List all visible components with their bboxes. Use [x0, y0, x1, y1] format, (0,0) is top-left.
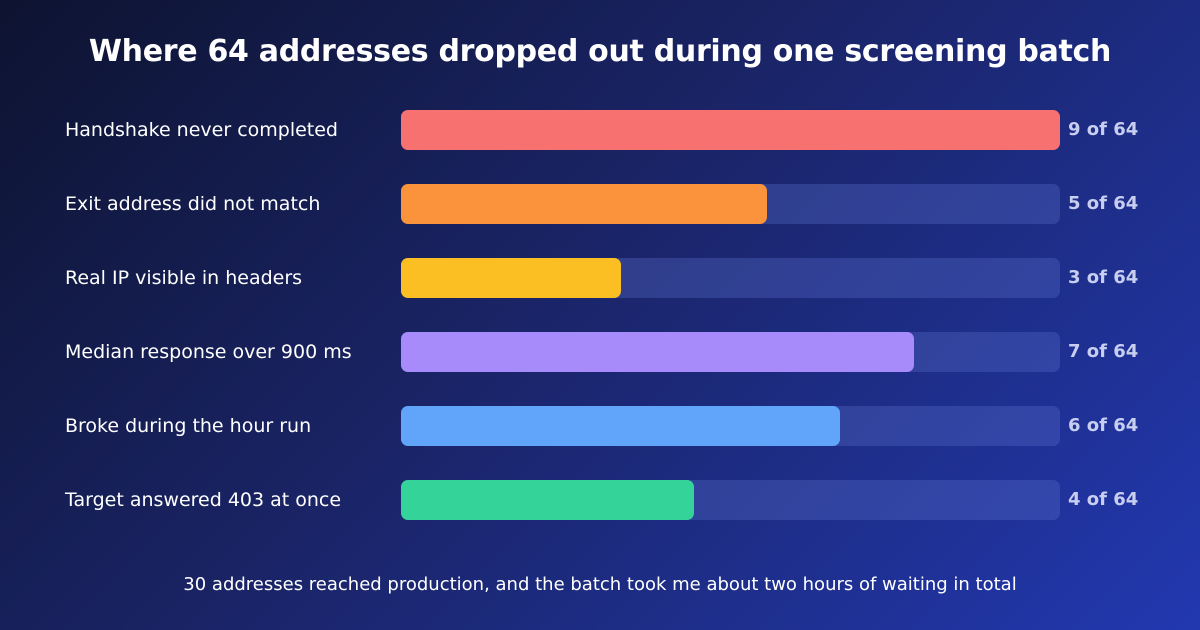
category-label: Handshake never completed [65, 119, 338, 141]
value-label: 9 of 64 [1068, 119, 1139, 140]
bar-row: Real IP visible in headers 3 of 64 [0, 258, 1200, 298]
value-label: 7 of 64 [1068, 341, 1139, 362]
bar-track [401, 332, 1060, 372]
chart-title: Where 64 addresses dropped out during on… [88, 34, 1112, 69]
value-label: 4 of 64 [1068, 489, 1139, 510]
bar [401, 184, 767, 224]
bar-track [401, 258, 1060, 298]
bar-row: Handshake never completed 9 of 64 [0, 110, 1200, 150]
chart-footnote: 30 addresses reached production, and the… [183, 574, 1017, 595]
value-label: 3 of 64 [1068, 267, 1139, 288]
bar-track [401, 110, 1060, 150]
bar-track [401, 406, 1060, 446]
bar [401, 406, 840, 446]
bar-row: Median response over 900 ms 7 of 64 [0, 332, 1200, 372]
bar [401, 258, 621, 298]
value-label: 6 of 64 [1068, 415, 1139, 436]
bar-track [401, 480, 1060, 520]
bar [401, 480, 694, 520]
bar-row: Target answered 403 at once 4 of 64 [0, 480, 1200, 520]
category-label: Median response over 900 ms [65, 341, 352, 363]
category-label: Real IP visible in headers [65, 267, 303, 289]
category-label: Exit address did not match [65, 193, 321, 215]
bar-row: Exit address did not match 5 of 64 [0, 184, 1200, 224]
bar [401, 332, 914, 372]
bar [401, 110, 1060, 150]
bar-track [401, 184, 1060, 224]
category-label: Target answered 403 at once [65, 489, 342, 511]
value-label: 5 of 64 [1068, 193, 1139, 214]
bar-row: Broke during the hour run 6 of 64 [0, 406, 1200, 446]
category-label: Broke during the hour run [65, 415, 312, 437]
